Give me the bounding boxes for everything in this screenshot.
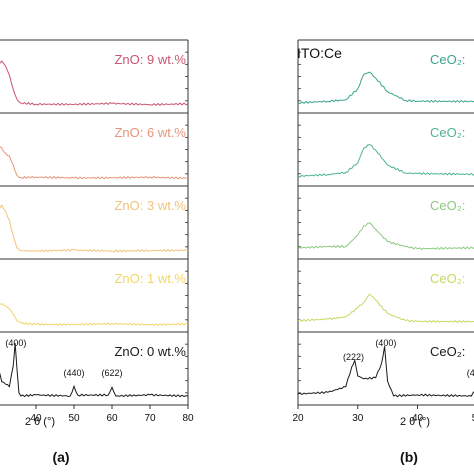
x-tick-label: 20 xyxy=(292,413,304,424)
x-tick-label: 70 xyxy=(144,413,156,424)
x-axis-label-a: 2 θ (°) xyxy=(25,416,55,428)
panel-b-title: ITO:Ce xyxy=(297,45,342,61)
x-tick-label: 40 xyxy=(30,413,42,424)
x-tick-label: 40 xyxy=(412,413,424,424)
series-label: CeO₂: xyxy=(430,344,465,359)
panel-b: 2030405060CeO₂:CeO₂:CeO₂:CeO₂:CeO₂:(222)… xyxy=(292,39,474,424)
x-tick-label: 50 xyxy=(68,413,80,424)
series-label: ZnO: 1 wt.% xyxy=(114,271,186,286)
series-label: CeO₂: xyxy=(430,198,465,213)
series-line-a-1 xyxy=(0,145,188,180)
panel-a: 40 50 60 70 80 ZnO: 9 wt.% ZnO: 6 wt.% ZnO: 3 w… xyxy=(0,39,194,424)
series-line-b-0 xyxy=(298,71,474,105)
series-label: ZnO: 3 wt.% xyxy=(114,198,186,213)
series-label: CeO₂: xyxy=(430,52,465,67)
series-label: ZnO: 0 wt.% xyxy=(114,344,186,359)
series-label: ZnO: 6 wt.% xyxy=(114,125,186,140)
series-line-b-3 xyxy=(298,293,474,324)
peak-label: (440) xyxy=(63,368,84,378)
series-line-a-4 xyxy=(0,343,188,398)
series-label: CeO₂: xyxy=(430,125,465,140)
peak-label: (622) xyxy=(101,368,122,378)
peak-label: (440) xyxy=(467,368,474,378)
x-axis-label-b: 2 θ (°) xyxy=(400,416,430,428)
peak-label: (222) xyxy=(343,352,364,362)
x-tick-label: 80 xyxy=(182,413,194,424)
series-line-a-0 xyxy=(0,60,188,106)
caption-b: (b) xyxy=(400,449,418,465)
x-tick-label: 30 xyxy=(352,413,364,424)
series-line-a-2 xyxy=(0,204,188,253)
series-label: ZnO: 9 wt.% xyxy=(114,52,186,67)
series-label: CeO₂: xyxy=(430,271,465,286)
series-line-b-4 xyxy=(298,346,474,398)
series-line-a-3 xyxy=(0,303,188,327)
series-line-b-1 xyxy=(298,144,474,178)
caption-a: (a) xyxy=(52,449,69,465)
peak-label: (400) xyxy=(375,338,396,348)
x-tick-label: 60 xyxy=(106,413,118,424)
peak-label: (400) xyxy=(5,338,26,348)
x-tick-label: 50 xyxy=(472,413,474,424)
series-line-b-2 xyxy=(298,222,474,251)
